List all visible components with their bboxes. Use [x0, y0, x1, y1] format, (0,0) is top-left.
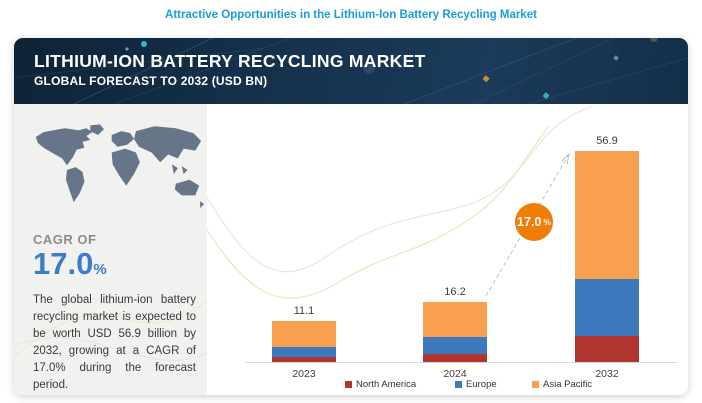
- bar-total-label: 11.1: [293, 304, 315, 317]
- bar-column-2023: 11.1 2023: [272, 304, 336, 380]
- cagr-percent-sign: %: [93, 261, 107, 278]
- legend-item-north-america: North America: [345, 379, 416, 390]
- legend-item-europe: Europe: [455, 379, 497, 390]
- report-card: LITHIUM-ION BATTERY RECYCLING MARKET GLO…: [14, 38, 688, 395]
- x-axis-label: 2024: [443, 368, 467, 380]
- world-map-graphic: [35, 124, 205, 208]
- banner-title: LITHIUM-ION BATTERY RECYCLING MARKET: [34, 51, 426, 71]
- legend-swatch: [455, 381, 462, 388]
- bar-segment-north-america: [575, 336, 639, 362]
- bar-segment-europe: [423, 337, 487, 355]
- legend-swatch: [345, 381, 352, 388]
- sidebar: CAGR OF 17.0% The global lithium-ion bat…: [14, 104, 207, 395]
- legend-label: Europe: [466, 379, 497, 390]
- bar-segment-asia-pacific: [272, 320, 336, 347]
- sidebar-decorative-curve: [14, 299, 207, 361]
- legend-label: Asia Pacific: [543, 379, 593, 390]
- bar-segment-asia-pacific: [575, 150, 639, 279]
- x-axis-line: [245, 362, 677, 363]
- bar-segment-asia-pacific: [423, 301, 487, 338]
- x-axis-label: 2032: [595, 368, 619, 380]
- bar-segment-north-america: [272, 357, 336, 362]
- legend-label: North America: [356, 379, 417, 390]
- cagr-value: 17.0%: [33, 246, 107, 282]
- bar-total-label: 56.9: [596, 134, 618, 147]
- page-title: Attractive Opportunities in the Lithium-…: [165, 9, 537, 21]
- growth-arrow: [485, 152, 570, 297]
- bar-segment-europe: [272, 346, 336, 358]
- legend-item-asia-pacific: Asia Pacific: [532, 379, 592, 390]
- cagr-label: CAGR OF: [33, 232, 97, 247]
- legend-swatch: [532, 381, 539, 388]
- growth-rate-badge: 17.0 %: [515, 203, 553, 241]
- bar-column-2032: 56.9 2032: [575, 134, 639, 380]
- market-description: The global lithium-ion battery recycling…: [33, 294, 196, 392]
- x-axis-label: 2023: [292, 368, 316, 380]
- bar-chart-area: 11.1 2023 16.2 2024 56.9 2032 17.0 % North Am…: [207, 104, 688, 395]
- bar-segment-north-america: [423, 354, 487, 362]
- badge-value: 17.0: [517, 215, 542, 229]
- decorative-background-curves: [207, 105, 593, 299]
- badge-percent-sign: %: [543, 217, 551, 227]
- network-decoration-graphic: [14, 38, 688, 104]
- banner: LITHIUM-ION BATTERY RECYCLING MARKET GLO…: [14, 38, 688, 104]
- banner-subtitle: GLOBAL FORECAST TO 2032 (USD BN): [34, 74, 268, 88]
- bar-segment-europe: [575, 278, 639, 336]
- cagr-number: 17.0: [33, 246, 94, 281]
- bar-total-label: 16.2: [444, 285, 466, 298]
- bar-column-2024: 16.2 2024: [423, 285, 487, 380]
